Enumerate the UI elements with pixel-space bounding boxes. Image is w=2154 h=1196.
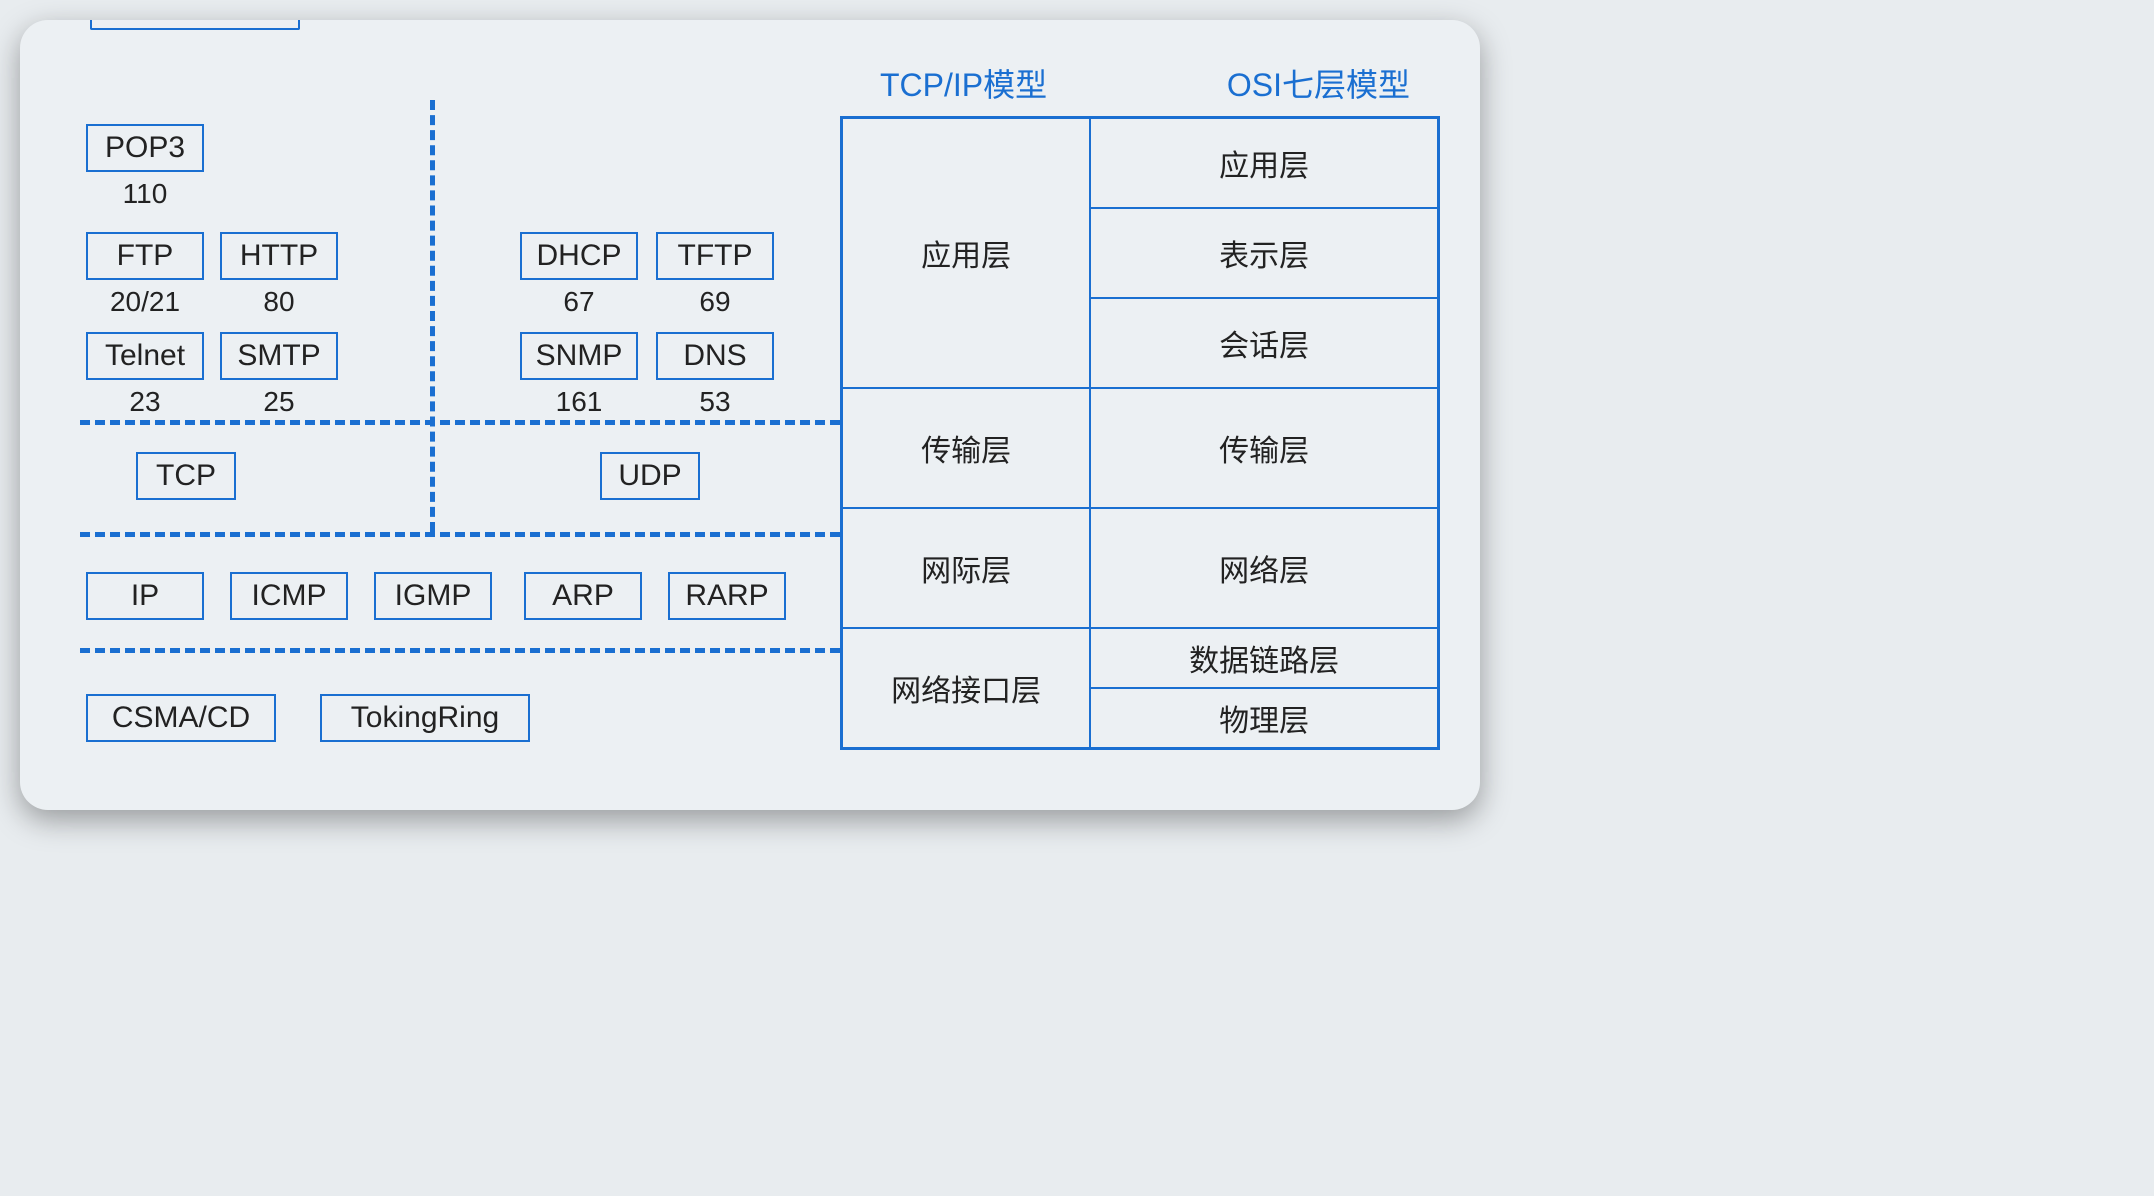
protocol-arp: ARP [524,572,642,620]
port-http: 80 [220,286,338,318]
protocol-map: POP3 110 FTP 20/21 HTTP 80 Telnet 23 SMTP 25 DHCP 6… [80,20,840,810]
protocol-tftp: TFTP [656,232,774,280]
tcpip-layer: 传输层 [842,388,1090,508]
table-header-row: TCP/IP模型 OSI七层模型 [840,60,1440,116]
cropped-box [90,20,300,30]
model-comparison: TCP/IP模型 OSI七层模型 应用层传输层网际层网络接口层 应用层表示层会话… [840,60,1440,750]
port-dns: 53 [656,386,774,418]
layer-table: 应用层传输层网际层网络接口层 应用层表示层会话层传输层网络层数据链路层物理层 [840,116,1440,750]
protocol-dns: DNS [656,332,774,380]
tcpip-layer: 应用层 [842,118,1090,388]
protocol-pop3: POP3 [86,124,204,172]
osi-layer: 应用层 [1090,118,1438,208]
header-tcpip: TCP/IP模型 [880,60,1047,106]
protocol-dhcp: DHCP [520,232,638,280]
protocol-udp: UDP [600,452,700,500]
port-dhcp: 67 [520,286,638,318]
divider-app-transport [80,420,840,425]
protocol-csmacd: CSMA/CD [86,694,276,742]
protocol-tokingring: TokingRing [320,694,530,742]
diagram-card: POP3 110 FTP 20/21 HTTP 80 Telnet 23 SMTP 25 DHCP 6… [20,20,1480,810]
protocol-smtp: SMTP [220,332,338,380]
protocol-snmp: SNMP [520,332,638,380]
port-snmp: 161 [520,386,638,418]
protocol-ip: IP [86,572,204,620]
port-smtp: 25 [220,386,338,418]
protocol-telnet: Telnet [86,332,204,380]
protocol-icmp: ICMP [230,572,348,620]
port-tftp: 69 [656,286,774,318]
protocol-igmp: IGMP [374,572,492,620]
osi-layer: 表示层 [1090,208,1438,298]
osi-layer: 网络层 [1090,508,1438,628]
divider-internet-link [80,648,840,653]
tcpip-layer: 网际层 [842,508,1090,628]
osi-layer: 传输层 [1090,388,1438,508]
divider-tcp-udp [430,100,435,532]
port-ftp: 20/21 [86,286,204,318]
protocol-ftp: FTP [86,232,204,280]
port-telnet: 23 [86,386,204,418]
port-pop3: 110 [86,178,204,210]
divider-transport-internet [80,532,840,537]
osi-layer: 会话层 [1090,298,1438,388]
osi-layer: 物理层 [1090,688,1438,748]
osi-layer: 数据链路层 [1090,628,1438,688]
protocol-http: HTTP [220,232,338,280]
protocol-tcp: TCP [136,452,236,500]
tcpip-layer: 网络接口层 [842,628,1090,748]
header-osi: OSI七层模型 [1227,60,1410,106]
protocol-rarp: RARP [668,572,786,620]
